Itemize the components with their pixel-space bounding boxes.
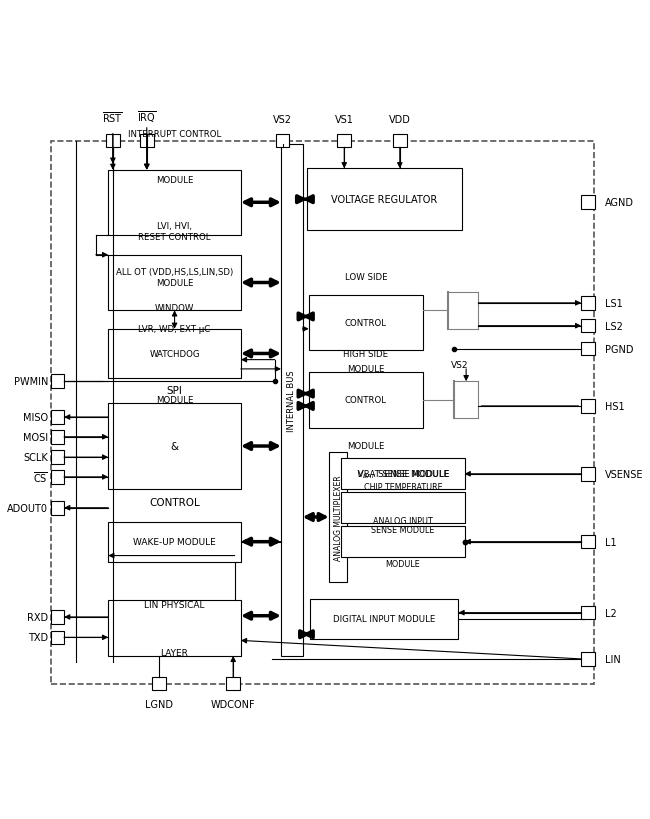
Text: LIN: LIN (604, 654, 620, 664)
Text: LVI, HVI,: LVI, HVI, (157, 221, 192, 230)
Text: WAKE-UP MODULE: WAKE-UP MODULE (133, 537, 216, 546)
Text: AGND: AGND (604, 198, 634, 208)
Text: WINDOW: WINDOW (155, 304, 194, 313)
FancyBboxPatch shape (108, 256, 241, 311)
Bar (393, 134, 407, 148)
Text: MISO: MISO (23, 413, 48, 423)
Text: INTERRUPT CONTROL: INTERRUPT CONTROL (128, 129, 221, 138)
Text: HS1: HS1 (604, 401, 624, 411)
FancyBboxPatch shape (341, 459, 465, 490)
Text: LGND: LGND (145, 699, 173, 709)
Text: LIN PHYSICAL: LIN PHYSICAL (144, 600, 205, 609)
Text: INTERNAL BUS: INTERNAL BUS (287, 369, 296, 431)
Text: VS1: VS1 (335, 115, 354, 124)
Text: CONTROL: CONTROL (150, 497, 200, 507)
FancyBboxPatch shape (341, 493, 465, 523)
FancyBboxPatch shape (307, 170, 462, 231)
Bar (329, 453, 347, 582)
Bar (51, 375, 64, 388)
Text: L1: L1 (604, 537, 616, 547)
Text: LOW SIDE: LOW SIDE (344, 273, 387, 282)
FancyBboxPatch shape (310, 599, 458, 639)
Text: MODULE: MODULE (347, 364, 385, 373)
Bar (51, 610, 64, 624)
Bar (152, 677, 166, 690)
Text: DIGITAL INPUT MODULE: DIGITAL INPUT MODULE (333, 614, 436, 623)
Bar (51, 471, 64, 484)
Text: VBAT SENSE MODULE: VBAT SENSE MODULE (358, 470, 448, 479)
Bar (51, 431, 64, 444)
Text: SPI: SPI (166, 386, 183, 396)
FancyBboxPatch shape (108, 170, 241, 235)
Text: LAYER: LAYER (161, 648, 188, 657)
Text: TXD: TXD (28, 632, 48, 643)
Text: ALL OT (VDD,HS,LS,LIN,SD): ALL OT (VDD,HS,LS,LIN,SD) (116, 267, 233, 276)
Bar (51, 411, 64, 424)
Bar (51, 450, 64, 464)
Bar (581, 319, 595, 333)
FancyBboxPatch shape (108, 329, 241, 378)
Text: VDD: VDD (389, 115, 411, 124)
Text: LS2: LS2 (604, 321, 623, 332)
Bar (581, 400, 595, 414)
Text: $V_{BAT}$ SENSE MODULE: $V_{BAT}$ SENSE MODULE (356, 468, 450, 481)
Bar (276, 134, 289, 148)
Bar (581, 296, 595, 310)
Bar (106, 134, 120, 148)
Text: ADOUT0: ADOUT0 (7, 503, 48, 514)
Text: L2: L2 (604, 608, 616, 618)
Bar (51, 501, 64, 515)
Bar (581, 606, 595, 620)
Text: PGND: PGND (604, 344, 633, 354)
Bar (581, 197, 595, 210)
Text: MODULE: MODULE (156, 278, 193, 287)
Text: ANALOG INPUT: ANALOG INPUT (373, 516, 433, 525)
Text: $\overline{\mathrm{IRQ}}$: $\overline{\mathrm{IRQ}}$ (137, 109, 157, 124)
Text: VS2: VS2 (273, 115, 292, 124)
FancyBboxPatch shape (108, 522, 241, 562)
Bar (581, 653, 595, 666)
Text: PWMIN: PWMIN (14, 377, 48, 387)
Text: MODULE: MODULE (156, 396, 193, 405)
Text: CONTROL: CONTROL (345, 396, 387, 405)
FancyBboxPatch shape (108, 600, 241, 656)
Text: RESET CONTROL: RESET CONTROL (138, 233, 211, 242)
Text: WDCONF: WDCONF (211, 699, 255, 709)
Text: MOSI: MOSI (23, 432, 48, 442)
Text: HIGH SIDE: HIGH SIDE (343, 350, 389, 359)
Text: SENSE MODULE: SENSE MODULE (371, 525, 435, 534)
Text: VSENSE: VSENSE (604, 469, 643, 479)
Text: &: & (170, 441, 179, 451)
Text: CHIP TEMPERATURE: CHIP TEMPERATURE (363, 482, 442, 491)
Bar (581, 342, 595, 356)
FancyBboxPatch shape (309, 373, 423, 428)
Bar (281, 144, 303, 656)
Text: LVR, WD, EXT μC: LVR, WD, EXT μC (138, 324, 211, 333)
Text: MODULE: MODULE (347, 441, 385, 450)
Text: RXD: RXD (27, 613, 48, 622)
Text: WATCHDOG: WATCHDOG (150, 350, 200, 359)
Text: ANALOG MULTIPLEXER: ANALOG MULTIPLEXER (333, 474, 343, 560)
Bar (51, 631, 64, 645)
Bar (581, 468, 595, 481)
Text: $\overline{\mathrm{CS}}$: $\overline{\mathrm{CS}}$ (33, 470, 48, 485)
Bar (337, 134, 351, 148)
Bar (581, 536, 595, 549)
Text: $\overline{\mathrm{RST}}$: $\overline{\mathrm{RST}}$ (103, 110, 124, 124)
Text: CONTROL: CONTROL (345, 319, 387, 328)
FancyBboxPatch shape (108, 403, 241, 490)
FancyBboxPatch shape (341, 527, 465, 558)
Text: SCLK: SCLK (23, 453, 48, 463)
Text: LS1: LS1 (604, 298, 623, 309)
Text: MODULE: MODULE (156, 175, 193, 184)
Text: MODULE: MODULE (385, 559, 421, 568)
Text: VS2: VS2 (451, 360, 469, 369)
Bar (226, 677, 240, 690)
Text: VOLTAGE REGULATOR: VOLTAGE REGULATOR (332, 195, 437, 205)
FancyBboxPatch shape (309, 296, 423, 351)
Bar (140, 134, 153, 148)
